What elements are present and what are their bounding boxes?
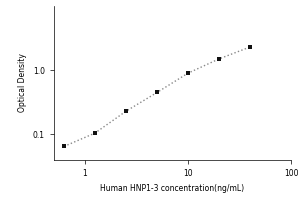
Point (93, 131, 98, 135)
X-axis label: Human HNP1-3 concentration(ng/mL): Human HNP1-3 concentration(ng/mL) (100, 184, 244, 193)
Point (61, 145, 66, 148)
Point (248, 45, 252, 49)
Point (217, 57, 221, 61)
Point (124, 110, 128, 113)
Point (186, 72, 190, 75)
Point (154, 91, 159, 94)
Y-axis label: Optical Density: Optical Density (18, 54, 27, 112)
